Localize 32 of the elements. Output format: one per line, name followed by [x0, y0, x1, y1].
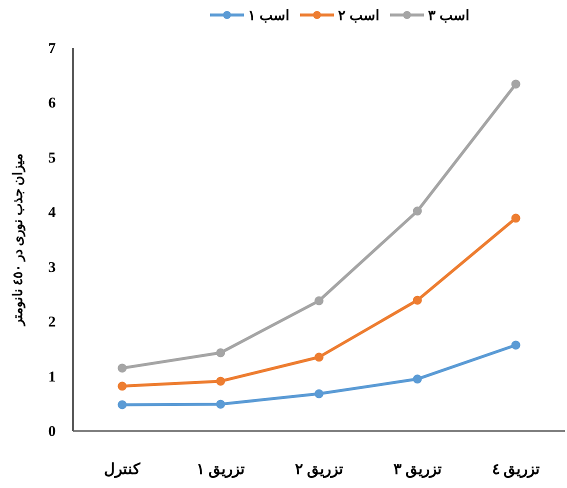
- point: [118, 382, 127, 391]
- x-tick-label: کنترل: [104, 462, 142, 478]
- point: [314, 352, 324, 362]
- legend-label: اسب ۱: [248, 9, 290, 24]
- y-tick-label: 6: [48, 96, 56, 112]
- y-tick-label: 4: [48, 205, 56, 222]
- point: [118, 364, 127, 373]
- y-tick-label: 5: [48, 150, 56, 166]
- point: [511, 80, 520, 89]
- y-tick-label: 7: [48, 41, 56, 57]
- x-tick-label: تزریق ۲: [295, 462, 343, 478]
- x-tick-label: تزریق ٤: [492, 462, 540, 478]
- point: [314, 296, 324, 306]
- legend-label: اسب ۳: [428, 9, 470, 24]
- point: [412, 296, 422, 305]
- x-tick-label: تزریق ۱: [196, 462, 244, 478]
- y-tick-label: 3: [48, 260, 56, 276]
- y-tick-label: 2: [48, 314, 56, 331]
- point: [412, 374, 422, 384]
- point: [511, 340, 520, 350]
- y-tick-label: 0: [48, 424, 56, 440]
- legend-label: اسب ۲: [338, 9, 380, 24]
- y-axis-title: میزان جذب نوری در ٤٥٠ نانومتر: [10, 153, 26, 327]
- point: [216, 376, 226, 386]
- y-tick-label: 1: [48, 369, 56, 386]
- point: [511, 214, 520, 223]
- point: [118, 400, 127, 410]
- point: [314, 389, 324, 398]
- point: [216, 348, 226, 358]
- x-tick-label: تزریق ۳: [394, 462, 442, 478]
- point: [412, 206, 422, 216]
- point: [216, 400, 226, 409]
